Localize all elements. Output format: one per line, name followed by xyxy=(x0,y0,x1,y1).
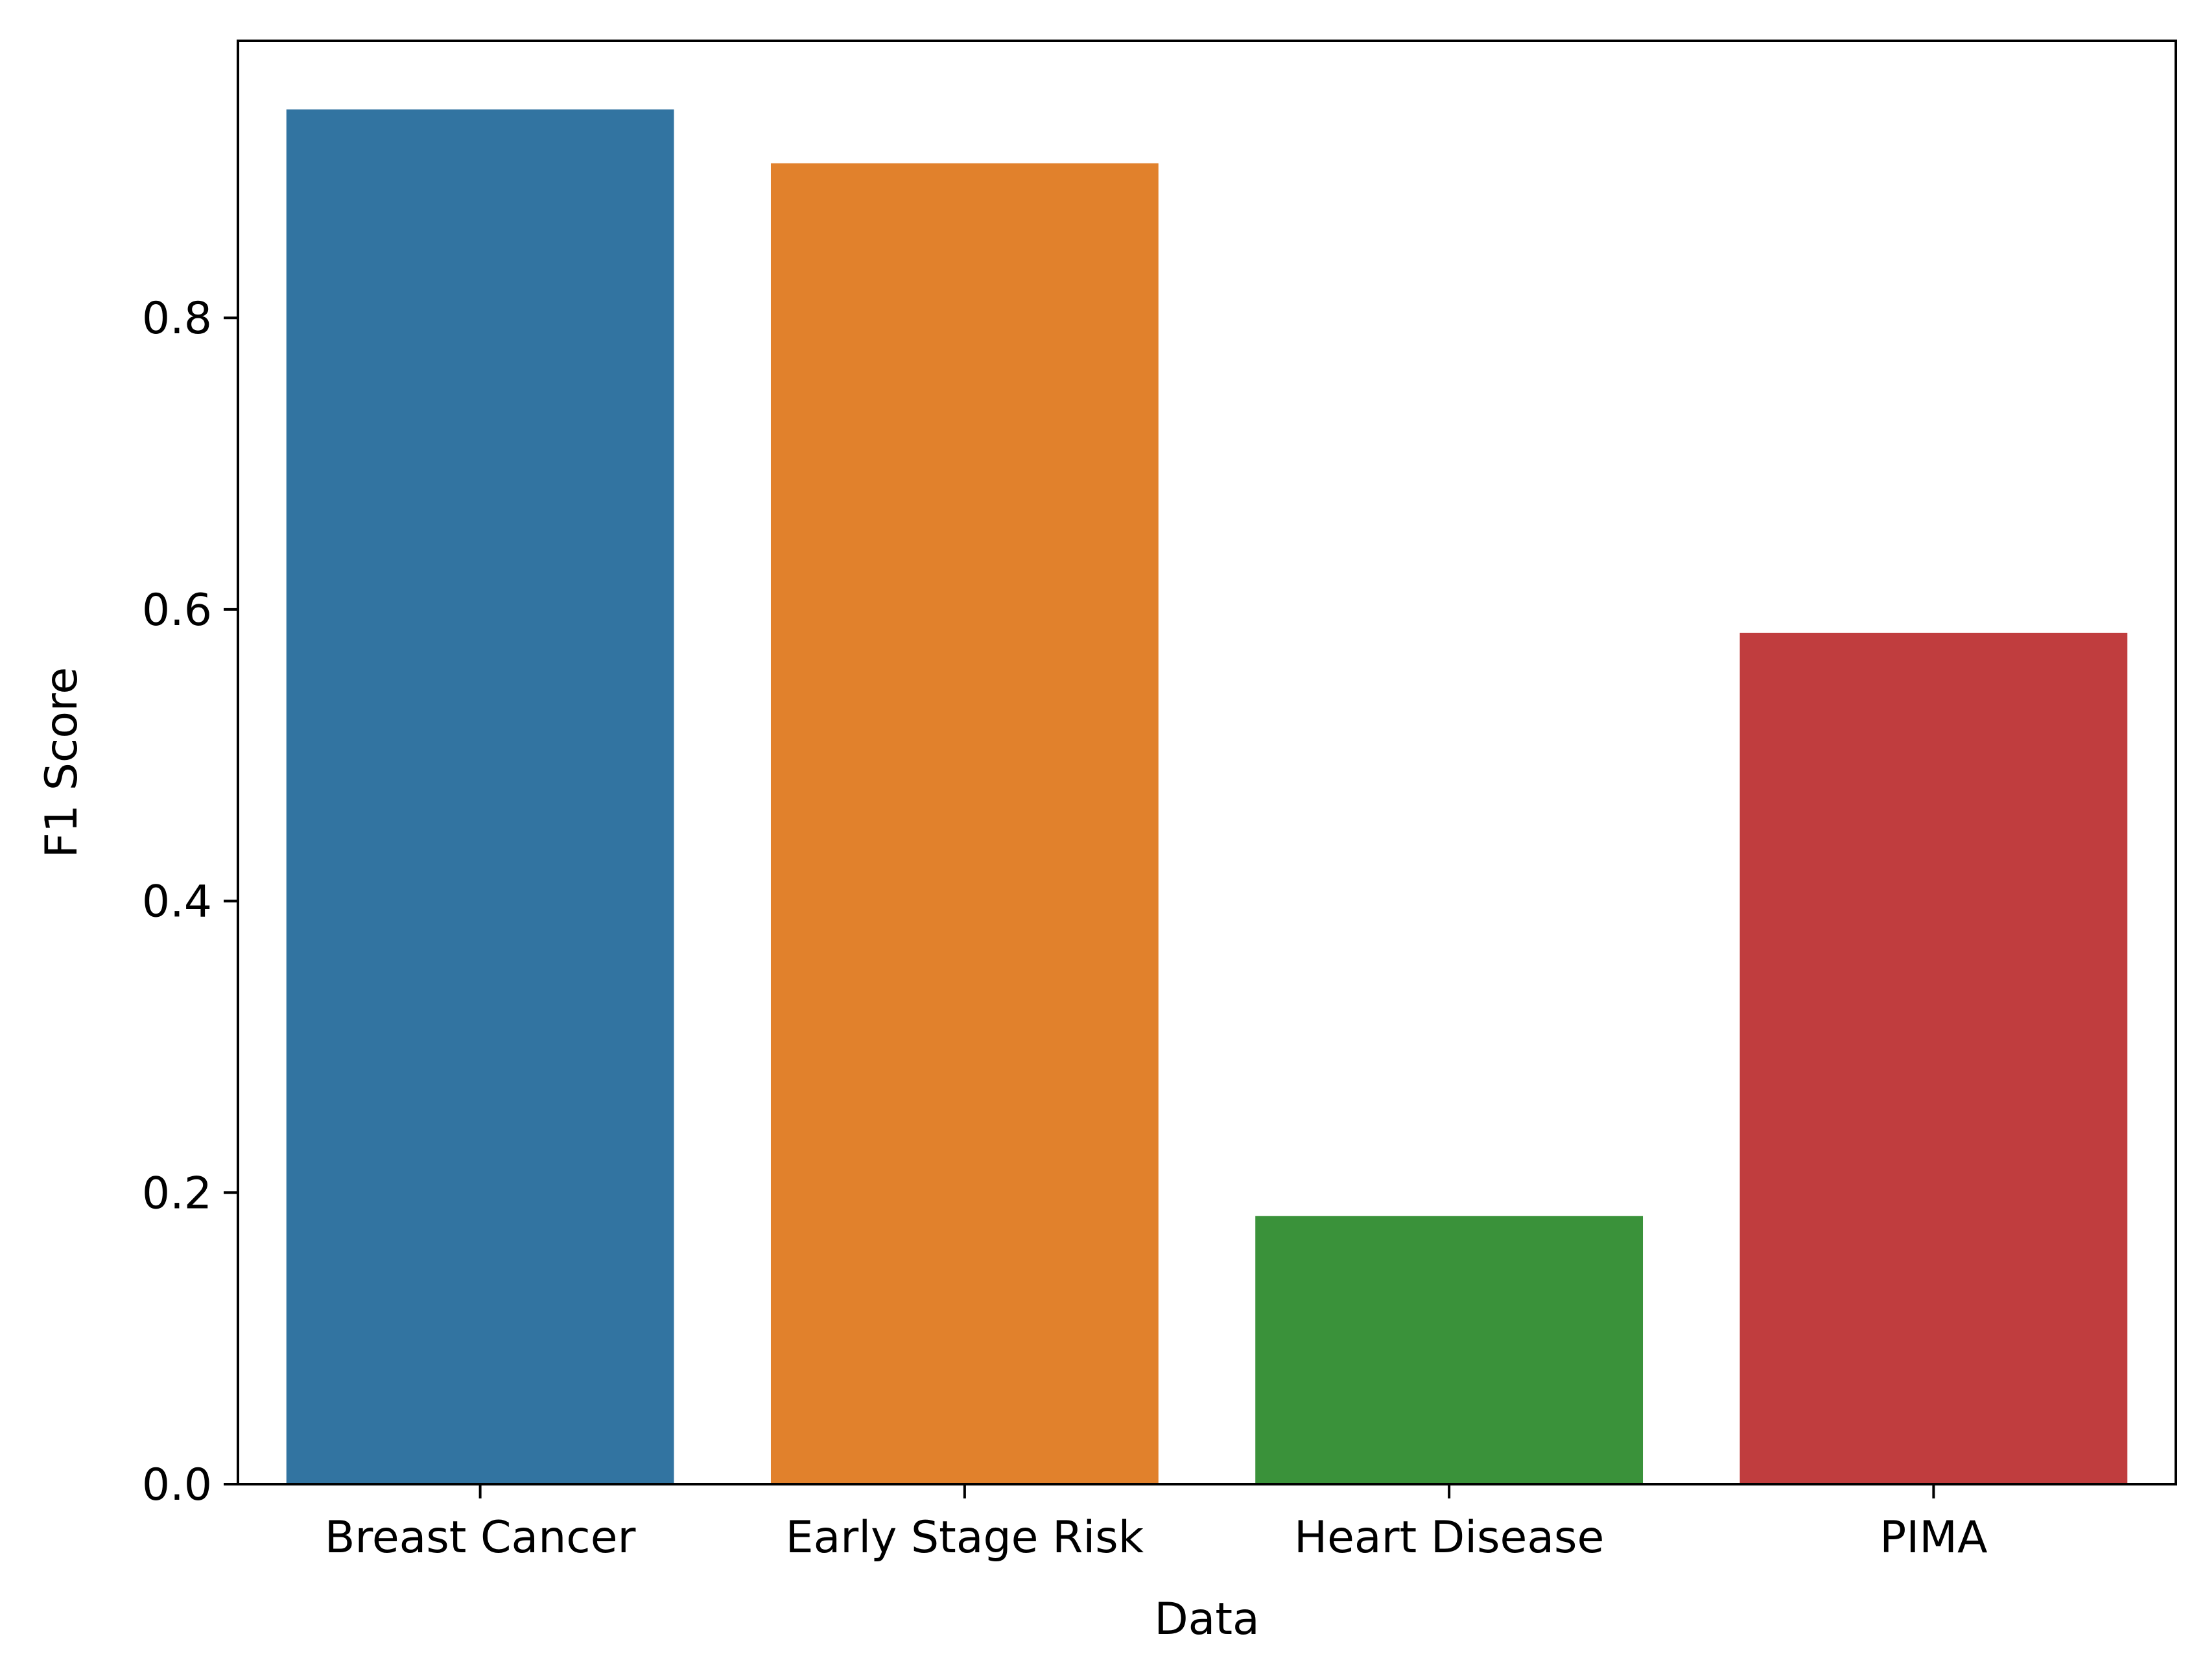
bar-pima xyxy=(1739,632,2128,1485)
y-tick-label: 0.0 xyxy=(142,1460,212,1511)
y-tick-label: 0.2 xyxy=(142,1168,212,1219)
plot-frame xyxy=(237,40,2177,1485)
bar-heart-disease xyxy=(1255,1216,1644,1484)
y-tick-label: 0.4 xyxy=(142,877,212,928)
bar-breast-cancer xyxy=(286,109,674,1485)
x-axis-label: Data xyxy=(1154,1594,1259,1645)
x-tick-label: Breast Cancer xyxy=(325,1512,636,1563)
y-axis-label: F1 Score xyxy=(36,667,88,858)
bars-group xyxy=(286,109,2128,1485)
x-tick-label: Heart Disease xyxy=(1294,1512,1604,1563)
bar-early-stage-risk xyxy=(770,163,1159,1485)
x-tick-label: PIMA xyxy=(1880,1512,1987,1563)
y-tick-label: 0.8 xyxy=(142,293,212,344)
y-ticks-group: 0.0 0.2 0.4 0.6 0.8 xyxy=(142,293,238,1511)
x-tick-label: Early Stage Risk xyxy=(786,1512,1144,1563)
x-ticks-group: Breast Cancer Early Stage Risk Heart Disea… xyxy=(325,1484,1988,1563)
y-tick-label: 0.6 xyxy=(142,585,212,636)
